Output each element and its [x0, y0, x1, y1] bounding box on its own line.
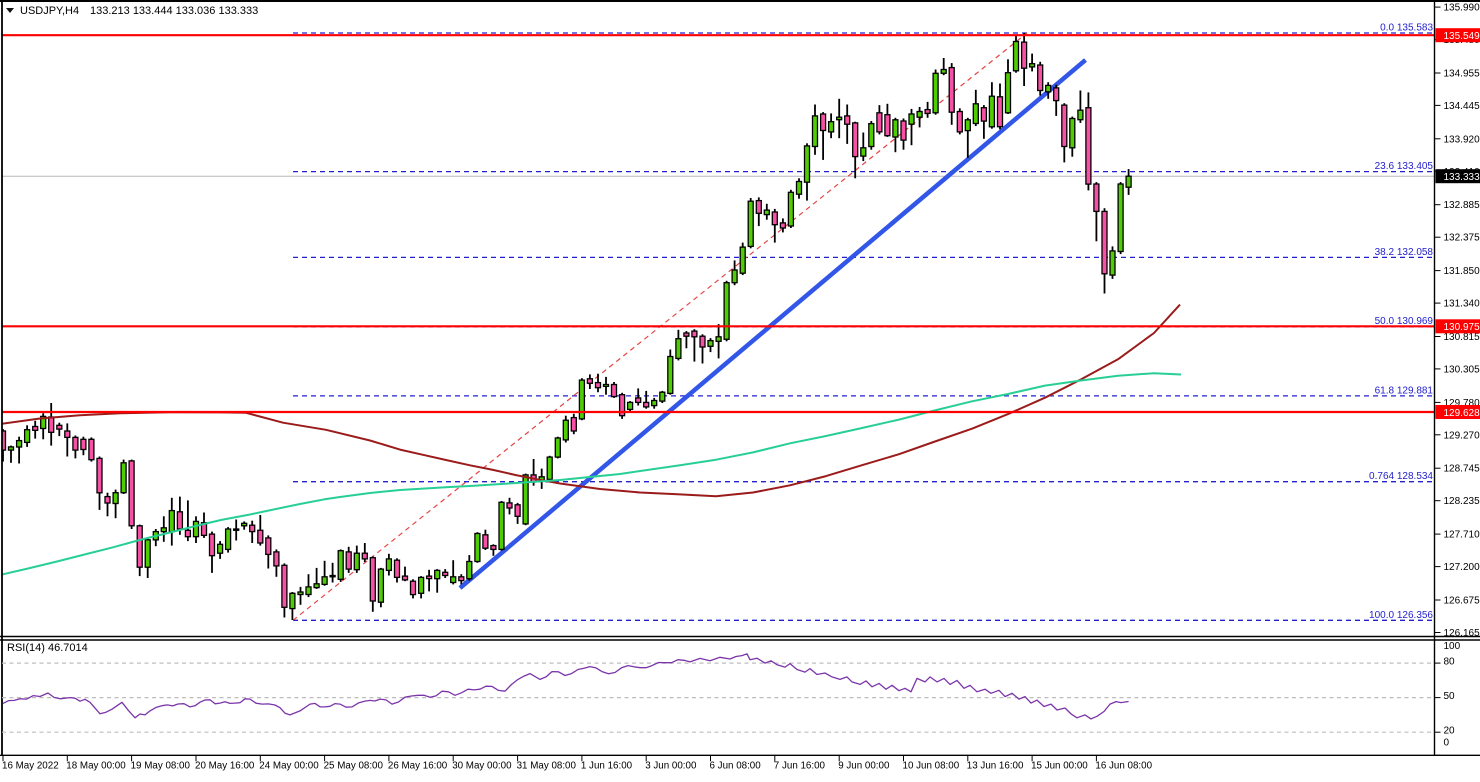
svg-text:80: 80 [1444, 657, 1456, 668]
svg-text:10 Jun 08:00: 10 Jun 08:00 [903, 761, 960, 772]
svg-text:133.213 133.444 133.036 133.33: 133.213 133.444 133.036 133.333 [90, 5, 258, 17]
svg-text:19 May 08:00: 19 May 08:00 [131, 761, 191, 772]
svg-text:132.885: 132.885 [1444, 200, 1480, 211]
svg-text:131.850: 131.850 [1444, 266, 1480, 277]
svg-text:126.165: 126.165 [1444, 628, 1480, 639]
svg-text:20 May 16:00: 20 May 16:00 [195, 761, 255, 772]
svg-text:7 Jun 16:00: 7 Jun 16:00 [774, 761, 826, 772]
svg-text:0.764 128.534: 0.764 128.534 [1369, 471, 1433, 482]
svg-text:128.745: 128.745 [1444, 464, 1480, 475]
svg-text:131.340: 131.340 [1444, 299, 1480, 310]
svg-text:0.0 135.583: 0.0 135.583 [1380, 23, 1433, 34]
svg-text:16 May 2022: 16 May 2022 [2, 761, 59, 772]
svg-text:50.0 130.969: 50.0 130.969 [1375, 316, 1434, 327]
svg-text:130.815: 130.815 [1444, 332, 1480, 343]
svg-text:6 Jun 08:00: 6 Jun 08:00 [710, 761, 762, 772]
svg-text:1 Jun 16:00: 1 Jun 16:00 [581, 761, 633, 772]
svg-text:133.333: 133.333 [1444, 172, 1480, 183]
svg-text:26 May 16:00: 26 May 16:00 [388, 761, 448, 772]
svg-text:130.305: 130.305 [1444, 364, 1480, 375]
svg-text:100.0 126.356: 100.0 126.356 [1369, 610, 1433, 621]
svg-text:3 Jun 00:00: 3 Jun 00:00 [645, 761, 697, 772]
svg-text:RSI(14) 46.7014: RSI(14) 46.7014 [7, 642, 88, 654]
svg-text:25 May 08:00: 25 May 08:00 [324, 761, 384, 772]
svg-text:9 Jun 00:00: 9 Jun 00:00 [838, 761, 890, 772]
svg-text:128.235: 128.235 [1444, 496, 1480, 507]
svg-text:100: 100 [1444, 641, 1461, 652]
svg-text:0: 0 [1444, 738, 1450, 749]
svg-text:16 Jun 08:00: 16 Jun 08:00 [1095, 761, 1152, 772]
svg-text:133.920: 133.920 [1444, 134, 1480, 145]
svg-text:38.2 132.058: 38.2 132.058 [1375, 247, 1434, 258]
svg-text:30 May 00:00: 30 May 00:00 [452, 761, 512, 772]
svg-text:127.710: 127.710 [1444, 530, 1480, 541]
svg-text:20: 20 [1444, 726, 1456, 737]
svg-text:18 May 00:00: 18 May 00:00 [66, 761, 126, 772]
svg-text:126.675: 126.675 [1444, 596, 1480, 607]
svg-text:61.8 129.881: 61.8 129.881 [1375, 385, 1434, 396]
svg-text:USDJPY,H4: USDJPY,H4 [20, 5, 79, 17]
svg-text:129.270: 129.270 [1444, 430, 1480, 441]
svg-text:134.955: 134.955 [1444, 69, 1480, 80]
svg-text:132.375: 132.375 [1444, 233, 1480, 244]
svg-text:23.6 133.405: 23.6 133.405 [1375, 161, 1434, 172]
svg-text:134.445: 134.445 [1444, 101, 1480, 112]
svg-text:50: 50 [1444, 691, 1456, 702]
svg-text:130.975: 130.975 [1444, 322, 1480, 333]
svg-text:13 Jun 16:00: 13 Jun 16:00 [967, 761, 1024, 772]
svg-text:31 May 08:00: 31 May 08:00 [517, 761, 577, 772]
svg-text:129.628: 129.628 [1444, 408, 1480, 419]
svg-text:24 May 00:00: 24 May 00:00 [259, 761, 319, 772]
svg-text:135.990: 135.990 [1444, 3, 1480, 14]
svg-text:135.549: 135.549 [1444, 31, 1480, 42]
svg-text:15 Jun 00:00: 15 Jun 00:00 [1031, 761, 1088, 772]
svg-text:127.200: 127.200 [1444, 562, 1480, 573]
